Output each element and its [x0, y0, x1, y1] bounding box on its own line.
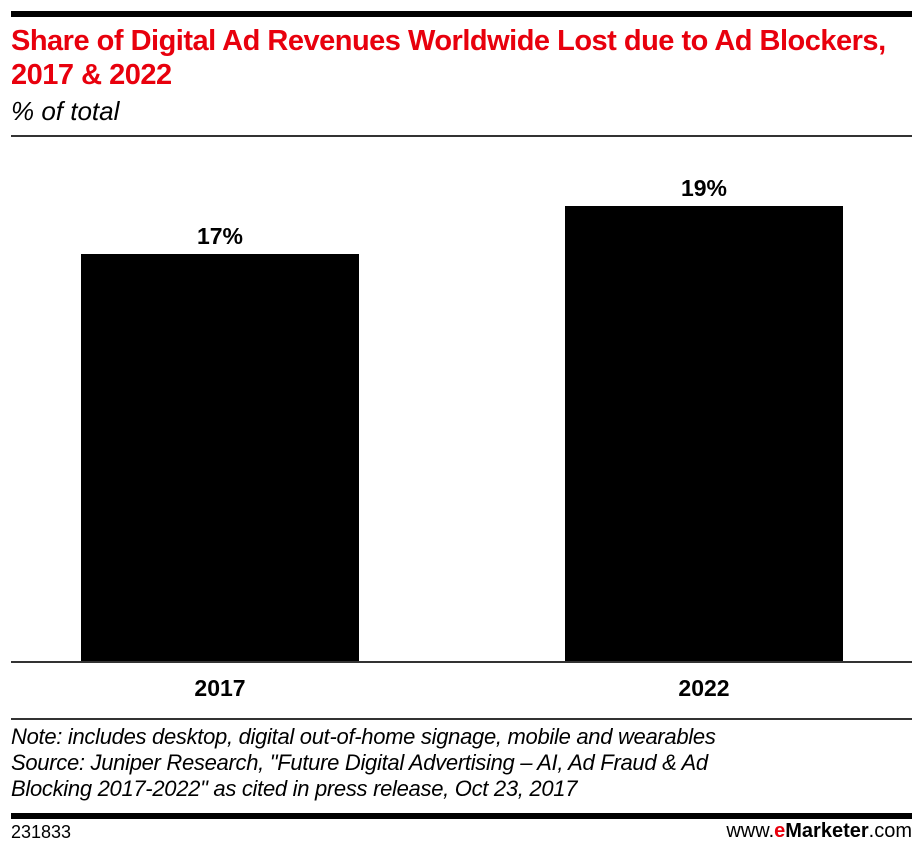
note-text: Note: includes desktop, digital out-of-h… [11, 724, 716, 749]
x-tick-label-2022: 2022 [678, 675, 729, 701]
chart-subtitle: % of total [11, 96, 120, 126]
x-tick-label-2017: 2017 [194, 675, 245, 701]
bar-2017 [81, 254, 359, 662]
chart-id: 231833 [11, 822, 72, 842]
bottom-rule [11, 813, 912, 819]
data-label-2022: 19% [681, 175, 727, 201]
source-text-line2: Blocking 2017-2022" as cited in press re… [11, 776, 578, 801]
chart-title: Share of Digital Ad Revenues Worldwide L… [11, 25, 886, 91]
brand-suffix: .com [868, 820, 912, 842]
data-label-2017: 17% [197, 223, 243, 249]
title-divider [11, 135, 912, 137]
bar-chart: 17% 2017 19% 2022 [11, 175, 912, 701]
source-text-line1: Source: Juniper Research, "Future Digita… [11, 750, 708, 775]
brand-name: Marketer [785, 820, 869, 842]
top-rule [11, 11, 912, 17]
notes-divider [11, 718, 912, 720]
brand-logo: www.eMarketer.com [726, 820, 912, 843]
notes-block: Note: includes desktop, digital out-of-h… [11, 724, 916, 802]
bar-2022 [565, 206, 843, 662]
brand-e: e [774, 820, 786, 842]
brand-prefix: www. [726, 820, 775, 842]
